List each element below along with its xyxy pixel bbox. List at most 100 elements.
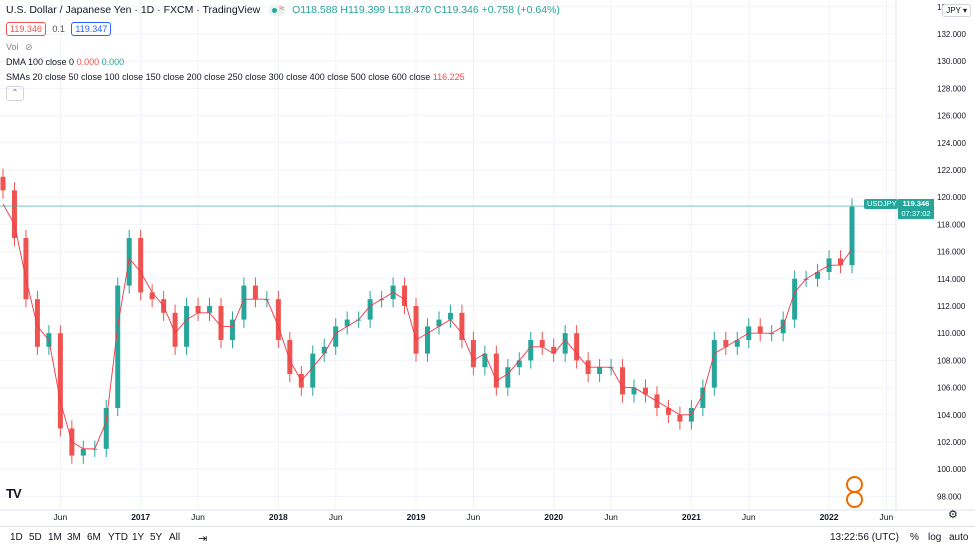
candle-body (528, 340, 534, 361)
clock-display[interactable]: 13:22:56 (UTC) (830, 532, 899, 543)
range-5d-button[interactable]: 5D (29, 532, 42, 543)
y-tick-label: 112.000 (937, 302, 966, 311)
range-ytd-button[interactable]: YTD (108, 532, 128, 543)
candle-body (539, 340, 545, 347)
dma-label[interactable]: DMA 100 close 0 (6, 57, 75, 67)
candle-body (126, 238, 132, 286)
range-1d-button[interactable]: 1D (10, 532, 23, 543)
y-tick-label: 122.000 (937, 166, 966, 175)
currency-label: JPY (946, 6, 961, 15)
y-tick-label: 126.000 (937, 112, 966, 121)
candle-body (333, 326, 339, 347)
last-symbol: USDJPY (864, 199, 898, 209)
candle-body (287, 340, 293, 374)
spread-value: 0.1 (52, 24, 65, 34)
candle-body (252, 285, 258, 300)
chevron-down-icon: ▾ (962, 6, 967, 15)
candle-body (631, 387, 637, 395)
x-tick-label: Jun (329, 512, 343, 522)
candle-body (838, 258, 844, 266)
dma-value-2: 0.000 (101, 57, 125, 67)
dma-row: DMA 100 close 0 0.000 0.000 (6, 57, 124, 67)
y-tick-label: 116.000 (937, 248, 966, 257)
settings-gear-icon[interactable]: ⚙ (948, 509, 958, 521)
range-all-button[interactable]: All (169, 532, 181, 543)
range-1y-button[interactable]: 1Y (132, 532, 145, 543)
volume-row: Vol ⊘ (6, 42, 33, 53)
x-tick-label: 2019 (407, 512, 426, 522)
candle-body (241, 285, 247, 320)
y-tick-label: 104.000 (937, 411, 966, 420)
candle-body (184, 306, 190, 347)
price-chart[interactable]: 98.000 100.000 102.000 104.000 106.000 108.00… (0, 0, 975, 526)
candle-body (229, 319, 235, 340)
candle-body (482, 353, 488, 368)
y-tick-label: 98.000 (937, 492, 962, 501)
y-tick-label: 130.000 (937, 57, 966, 66)
candle-body (425, 326, 430, 354)
symbol-title[interactable]: U.S. Dollar / Japanese Yen · 1D · FXCM ·… (6, 4, 261, 16)
bottom-toolbar: 1D 5D 1M 3M 6M YTD 1Y 5Y All ⇥ 13:22:56 … (0, 526, 975, 549)
buy-price-button[interactable]: 119.347 (71, 22, 112, 36)
sell-price-button[interactable]: 119.346 (6, 22, 46, 36)
y-tick-label: 102.000 (937, 438, 966, 447)
percent-toggle[interactable]: % (910, 532, 919, 543)
candle-body (700, 387, 706, 408)
y-tick-label: 132.000 (937, 30, 966, 39)
candle-body (849, 206, 855, 266)
candle-body (149, 292, 155, 300)
collapse-legend-button[interactable]: ⌃ (6, 86, 24, 101)
y-tick-label: 108.000 (937, 356, 966, 365)
x-tick-label: Jun (880, 512, 894, 522)
last-price-tag: USDJPY 119.346 07:37:02 (864, 199, 934, 219)
candle-body (447, 312, 453, 320)
candle-body (103, 408, 109, 449)
x-tick-label: 2022 (820, 512, 839, 522)
candle-body (551, 346, 557, 354)
candle-body (207, 306, 213, 313)
x-tick-label: Jun (54, 512, 68, 522)
volume-label[interactable]: Vol (6, 42, 19, 52)
hidden-eye-icon[interactable]: ⊘ (25, 42, 33, 52)
x-tick-label: 2021 (682, 512, 701, 522)
x-tick-label: Jun (467, 512, 481, 522)
tradingview-logo[interactable]: TV (6, 486, 22, 501)
log-toggle[interactable]: log (928, 532, 942, 543)
candle-body (711, 340, 717, 388)
last-price-value: 119.346 (902, 199, 930, 208)
auto-toggle[interactable]: auto (949, 532, 969, 543)
goto-date-icon[interactable]: ⇥ (198, 533, 208, 545)
candle-body (195, 306, 201, 313)
chart-background (0, 0, 896, 510)
candle-body (459, 312, 465, 340)
y-tick-label: 106.000 (937, 384, 966, 393)
market-status-icon (269, 3, 286, 16)
candle-body (115, 285, 121, 408)
candle-body (665, 408, 671, 415)
y-tick-label: 100.000 (937, 465, 966, 474)
candle-body (172, 312, 178, 347)
candle-body (11, 190, 17, 238)
range-1m-button[interactable]: 1M (48, 532, 62, 543)
candle-body (138, 238, 144, 293)
candle-body (275, 299, 281, 340)
smas-label[interactable]: SMAs 20 close 50 close 100 close 150 clo… (6, 72, 431, 82)
candle-body (80, 448, 86, 456)
dma-value-1: 0.000 (76, 57, 100, 67)
candle-body (815, 272, 821, 279)
candle-body (367, 299, 373, 320)
candle-body (642, 387, 648, 395)
candle-body (620, 367, 626, 395)
candle-body (574, 333, 580, 361)
candle-body (597, 367, 603, 374)
range-6m-button[interactable]: 6M (87, 532, 101, 543)
countdown-value: 07:37:02 (901, 209, 931, 218)
bid-ask-row: 119.346 0.1 119.347 (6, 22, 112, 36)
event-flag-icon[interactable] (846, 491, 863, 508)
candle-body (470, 340, 476, 368)
range-3m-button[interactable]: 3M (67, 532, 81, 543)
range-5y-button[interactable]: 5Y (150, 532, 163, 543)
candle-body (792, 278, 798, 320)
y-tick-label: 128.000 (937, 84, 966, 93)
currency-selector[interactable]: JPY ▾ (942, 4, 971, 17)
